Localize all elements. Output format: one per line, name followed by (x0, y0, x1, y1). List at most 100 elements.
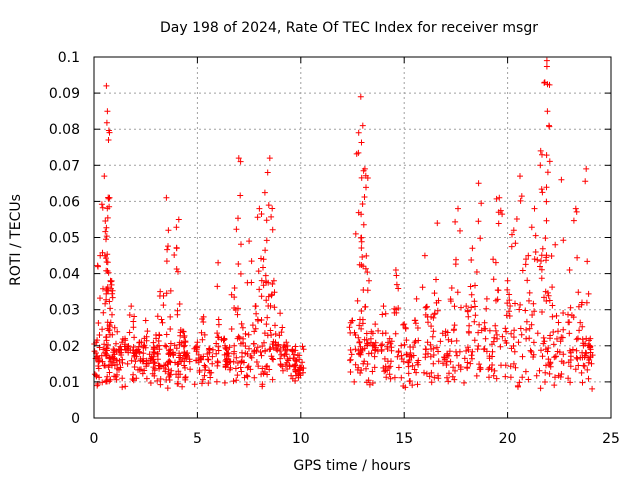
data-point (131, 364, 138, 370)
data-point (347, 356, 354, 363)
data-point (355, 149, 362, 156)
data-point (512, 300, 518, 307)
data-point (543, 252, 550, 259)
data-point (546, 370, 553, 377)
data-point (572, 366, 579, 373)
data-point (511, 327, 518, 334)
data-point (142, 317, 149, 324)
data-point (145, 360, 152, 367)
data-point (588, 360, 595, 367)
data-point (392, 267, 399, 273)
data-point (124, 360, 131, 367)
x-tick-label: 15 (395, 431, 413, 447)
data-point (502, 325, 509, 332)
data-point (200, 376, 206, 383)
data-point (153, 335, 160, 342)
data-point (268, 332, 275, 338)
data-point (94, 337, 101, 344)
data-point (247, 353, 254, 359)
data-point (409, 362, 416, 369)
data-point (445, 352, 452, 359)
data-point (512, 240, 519, 247)
data-point (538, 186, 545, 193)
data-point (143, 375, 150, 382)
data-point (140, 350, 147, 357)
data-point (472, 282, 478, 289)
data-point (526, 297, 532, 304)
data-point (238, 358, 245, 365)
data-point (98, 201, 105, 208)
data-point (423, 303, 430, 310)
data-point (284, 366, 291, 372)
data-point (96, 374, 103, 381)
data-point (278, 329, 285, 336)
data-point (300, 369, 306, 376)
x-tick-label: 10 (292, 431, 310, 447)
data-point (237, 158, 244, 165)
data-point (132, 358, 139, 365)
data-point (411, 366, 418, 373)
data-point (103, 224, 110, 231)
data-point (541, 338, 548, 345)
data-point (264, 169, 271, 176)
data-point (543, 198, 550, 205)
data-point (552, 374, 558, 381)
data-point (173, 224, 180, 231)
data-point (507, 303, 514, 309)
data-point (248, 258, 255, 265)
data-point (409, 382, 416, 389)
data-point (441, 354, 447, 361)
data-point (223, 351, 230, 357)
data-point (457, 227, 463, 234)
data-point (379, 311, 386, 318)
y-tick-label: 0.04 (49, 267, 80, 283)
data-point (526, 289, 533, 296)
data-point (387, 375, 394, 382)
data-point (403, 337, 410, 344)
data-point (477, 235, 484, 242)
data-point (357, 370, 364, 376)
data-point (513, 216, 520, 222)
data-point (448, 338, 455, 345)
data-point (233, 226, 240, 233)
data-point (252, 303, 259, 310)
data-point (107, 331, 113, 338)
data-point (246, 345, 252, 352)
data-point (453, 337, 460, 344)
data-point (191, 345, 198, 352)
data-point (412, 317, 419, 324)
data-point (347, 369, 354, 375)
data-point (567, 363, 574, 370)
data-point (481, 319, 488, 326)
data-point (510, 334, 517, 341)
data-point (371, 353, 378, 360)
data-point (448, 285, 455, 291)
data-point (271, 304, 278, 311)
data-point (569, 346, 576, 353)
data-point (296, 370, 303, 377)
data-point (245, 363, 252, 370)
data-point (175, 380, 182, 387)
data-point (430, 328, 437, 335)
data-point (157, 381, 164, 388)
data-point (258, 255, 264, 262)
data-point (504, 300, 511, 307)
data-point (536, 367, 543, 374)
data-point (254, 214, 261, 221)
data-point (395, 364, 402, 371)
data-point (494, 287, 501, 294)
data-point (543, 362, 549, 369)
data-point (544, 108, 551, 115)
data-point (131, 313, 138, 320)
data-point (251, 374, 258, 381)
data-point (359, 201, 366, 207)
data-point (573, 208, 580, 215)
data-point (565, 375, 572, 382)
data-point (486, 374, 492, 381)
data-point (173, 345, 180, 352)
data-point (176, 301, 183, 307)
data-point (482, 335, 489, 342)
data-point (130, 324, 137, 331)
data-point (226, 366, 233, 373)
data-point (106, 298, 113, 305)
